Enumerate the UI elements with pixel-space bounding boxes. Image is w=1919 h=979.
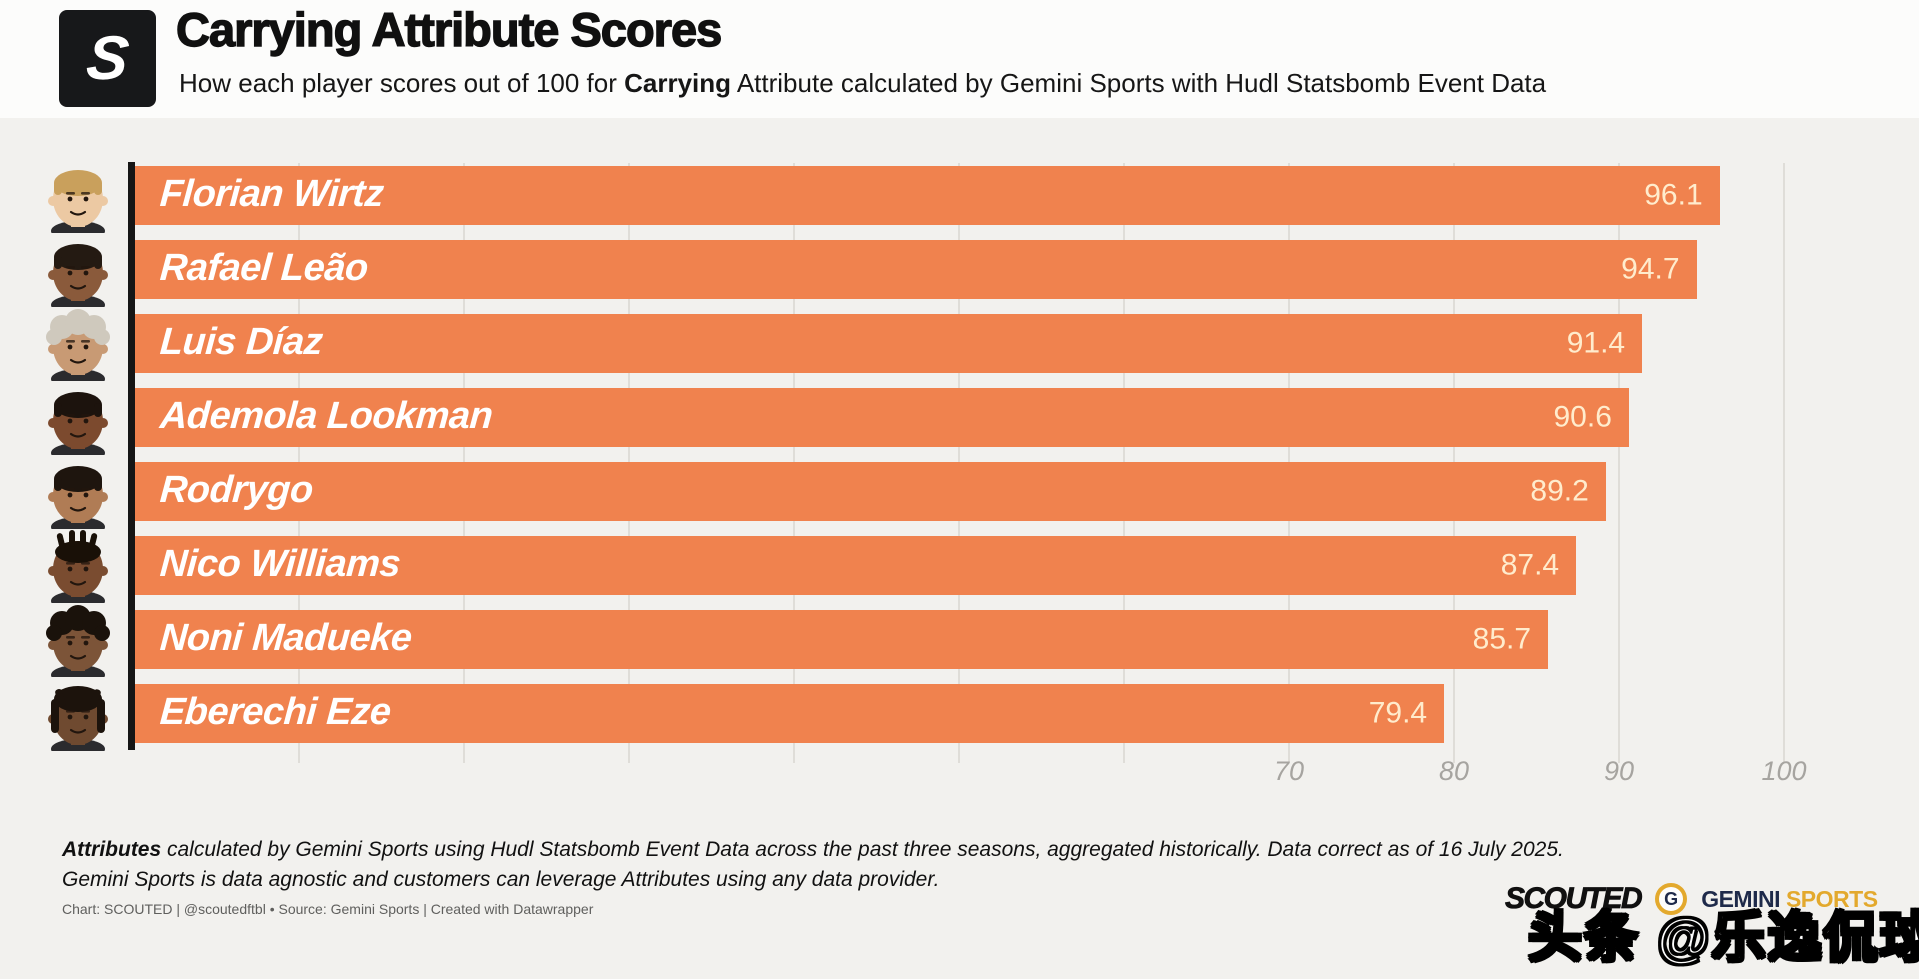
bar-row: Rafael Leão 94.7: [0, 240, 1919, 315]
subtitle-prefix: How each player scores out of 100 for: [179, 68, 625, 98]
x-axis-tick-label: 100: [1761, 756, 1807, 786]
bar-row: Nico Williams 87.4: [0, 530, 1919, 611]
player-name: Nico Williams: [158, 542, 402, 585]
bar-row: Noni Madueke 85.7: [0, 605, 1919, 685]
gemini-g-icon: G: [1655, 883, 1688, 915]
score-bar: Noni Madueke 85.7: [134, 610, 1549, 669]
x-axis-tick-label: 70: [1273, 756, 1305, 786]
footnote-line-1-text: calculated by Gemini Sports using Hudl S…: [161, 838, 1564, 861]
player-name: Rafael Leão: [158, 246, 370, 289]
bar-row: Florian Wirtz 96.1: [0, 166, 1919, 241]
scouted-logo-icon: S: [59, 10, 156, 107]
score-value-label: 79.4: [1368, 695, 1428, 729]
player-avatar-icon: [22, 455, 130, 537]
footnote-line-1: Attributes calculated by Gemini Sports u…: [62, 838, 1564, 862]
bar-chart: 70 80 90 100 Florian Wirtz 96.1 Rafael Leão: [0, 118, 1919, 818]
player-name: Florian Wirtz: [158, 172, 385, 215]
scouted-logo-letter: S: [83, 24, 132, 93]
bar-row: Eberechi Eze 79.4: [0, 684, 1919, 759]
score-value-label: 90.6: [1553, 399, 1612, 433]
bar-row: Rodrygo 89.2: [0, 462, 1919, 537]
bar-row: Ademola Lookman 90.6: [0, 388, 1919, 463]
page-subtitle: How each player scores out of 100 for Ca…: [179, 68, 1546, 99]
player-avatar-icon: [22, 603, 130, 685]
score-value-label: 91.4: [1566, 325, 1626, 359]
sports-wordmark: SPORTS: [1785, 885, 1878, 912]
player-avatar-icon: [22, 307, 130, 389]
score-value-label: 85.7: [1472, 621, 1532, 655]
score-bar: Ademola Lookman 90.6: [134, 388, 1629, 447]
player-name: Rodrygo: [158, 468, 315, 511]
x-axis-tick-label: 80: [1438, 756, 1470, 786]
footnote-line-2: Gemini Sports is data agnostic and custo…: [62, 868, 940, 891]
player-avatar-icon: [22, 233, 130, 315]
score-value-label: 87.4: [1500, 547, 1560, 581]
gridline: [1783, 163, 1785, 763]
score-bar: Florian Wirtz 96.1: [134, 166, 1720, 225]
footnote-bold-word: Attributes: [62, 838, 162, 861]
subtitle-bold-word: Carrying: [624, 68, 732, 98]
branding-row: SCOUTED G GEMINI SPORTS: [1505, 882, 1878, 916]
score-value-label: 94.7: [1621, 251, 1680, 285]
bar-row: Luis Díaz 91.4: [0, 309, 1919, 389]
player-name: Ademola Lookman: [158, 394, 494, 437]
player-name: Noni Madueke: [158, 616, 414, 659]
toutiao-watermark: 头条 @乐逸侃球: [1527, 907, 1919, 970]
header-band: S Carrying Attribute Scores How each pla…: [0, 0, 1919, 118]
player-name: Eberechi Eze: [158, 690, 393, 733]
x-axis-tick-label: 90: [1603, 756, 1635, 786]
score-value-label: 89.2: [1530, 473, 1589, 507]
player-avatar-icon: [22, 529, 130, 611]
score-value-label: 96.1: [1644, 177, 1703, 211]
player-avatar-icon: [22, 677, 130, 759]
scouted-wordmark: SCOUTED: [1505, 882, 1643, 916]
y-axis-line: [128, 162, 135, 750]
page-title: Carrying Attribute Scores: [175, 2, 723, 56]
score-bar: Nico Williams 87.4: [134, 536, 1577, 595]
score-bar: Rafael Leão 94.7: [134, 240, 1697, 299]
gridline: [1618, 163, 1620, 763]
player-avatar-icon: [22, 159, 130, 241]
score-bar: Rodrygo 89.2: [134, 462, 1606, 521]
player-avatar-icon: [22, 381, 130, 463]
subtitle-suffix: Attribute calculated by Gemini Sports wi…: [731, 68, 1547, 98]
score-bar: Eberechi Eze 79.4: [134, 684, 1445, 743]
score-bar: Luis Díaz 91.4: [134, 314, 1643, 373]
credit-line: Chart: SCOUTED | @scoutedftbl • Source: …: [62, 901, 594, 917]
player-name: Luis Díaz: [158, 320, 324, 363]
gemini-wordmark: GEMINI: [1701, 885, 1780, 912]
